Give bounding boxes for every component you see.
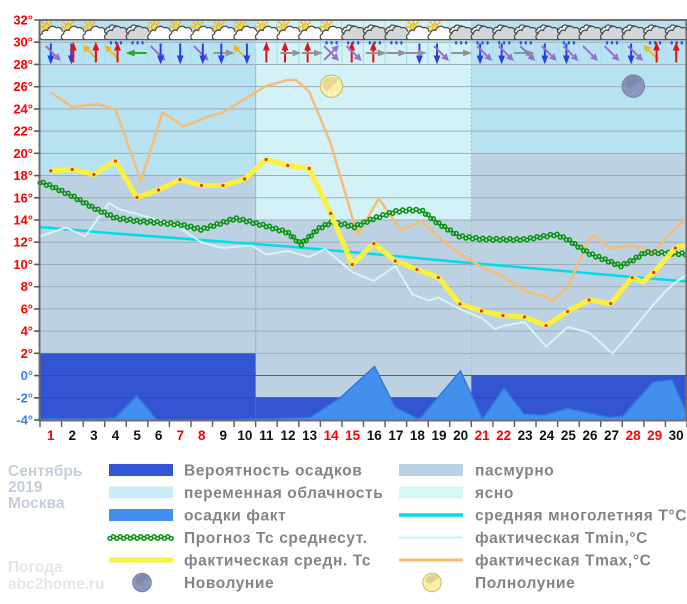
svg-text:12°: 12° [13, 235, 33, 250]
svg-text:26: 26 [582, 428, 598, 443]
svg-text:2019: 2019 [8, 479, 43, 496]
svg-text:фактическая Tmin,°С: фактическая Tmin,°С [475, 530, 648, 547]
svg-text:2: 2 [69, 428, 77, 443]
svg-text:22: 22 [496, 428, 511, 443]
svg-text:30: 30 [669, 428, 684, 443]
svg-text:24°: 24° [13, 101, 33, 116]
svg-text:Сентябрь: Сентябрь [8, 463, 82, 480]
svg-text:23: 23 [518, 428, 534, 443]
svg-text:4: 4 [112, 428, 120, 443]
svg-text:7: 7 [176, 428, 184, 443]
svg-text:16: 16 [367, 428, 383, 443]
svg-text:4°: 4° [21, 324, 33, 339]
svg-text:20: 20 [453, 428, 468, 443]
svg-text:27: 27 [604, 428, 619, 443]
svg-text:6°: 6° [21, 301, 33, 316]
svg-text:фактическая Tmax,°С: фактическая Tmax,°С [475, 553, 651, 570]
svg-text:10°: 10° [13, 257, 33, 272]
svg-text:24: 24 [539, 428, 555, 443]
svg-text:13: 13 [302, 428, 318, 443]
svg-text:18: 18 [410, 428, 426, 443]
svg-text:15: 15 [345, 428, 361, 443]
svg-text:Москва: Москва [8, 495, 65, 512]
svg-text:Полнолуние: Полнолуние [475, 575, 575, 592]
svg-text:5: 5 [133, 428, 141, 443]
svg-text:20°: 20° [13, 146, 33, 161]
svg-text:17: 17 [388, 428, 403, 443]
svg-text:фактическая средн. Тс: фактическая средн. Тс [184, 553, 371, 570]
svg-text:Вероятность осадков: Вероятность осадков [184, 463, 362, 480]
svg-text:22°: 22° [13, 124, 33, 139]
svg-text:9: 9 [220, 428, 228, 443]
svg-text:8: 8 [198, 428, 206, 443]
svg-text:3: 3 [90, 428, 98, 443]
svg-text:Прогноз Тс среднесут.: Прогноз Тс среднесут. [184, 530, 367, 547]
svg-text:11: 11 [259, 428, 274, 443]
svg-text:переменная облачность: переменная облачность [184, 485, 383, 502]
svg-text:12: 12 [280, 428, 295, 443]
svg-text:21: 21 [475, 428, 491, 443]
svg-text:18°: 18° [13, 168, 33, 183]
svg-text:16°: 16° [13, 190, 33, 205]
svg-text:28: 28 [626, 428, 642, 443]
svg-text:Погода: Погода [8, 559, 63, 576]
svg-text:8°: 8° [21, 279, 33, 294]
svg-text:19: 19 [431, 428, 446, 443]
svg-text:14°: 14° [13, 213, 33, 228]
svg-text:26°: 26° [13, 79, 33, 94]
svg-text:1: 1 [47, 428, 55, 443]
svg-text:ясно: ясно [475, 485, 514, 502]
svg-text:abc2home.ru: abc2home.ru [8, 576, 104, 593]
svg-text:-2°: -2° [16, 390, 33, 405]
svg-text:28°: 28° [13, 57, 33, 72]
svg-text:14: 14 [324, 428, 340, 443]
svg-text:осадки факт: осадки факт [184, 508, 286, 525]
svg-text:Новолуние: Новолуние [184, 575, 274, 592]
svg-text:6: 6 [155, 428, 163, 443]
svg-text:29: 29 [647, 428, 662, 443]
svg-text:32°: 32° [13, 13, 33, 28]
svg-text:-4°: -4° [16, 413, 33, 428]
svg-text:25: 25 [561, 428, 577, 443]
svg-text:пасмурно: пасмурно [475, 463, 554, 480]
svg-text:30°: 30° [13, 35, 33, 50]
svg-text:2°: 2° [21, 346, 33, 361]
svg-text:средняя многолетняя Т°С: средняя многолетняя Т°С [475, 508, 687, 525]
svg-text:10: 10 [237, 428, 252, 443]
svg-text:0°: 0° [21, 368, 33, 383]
